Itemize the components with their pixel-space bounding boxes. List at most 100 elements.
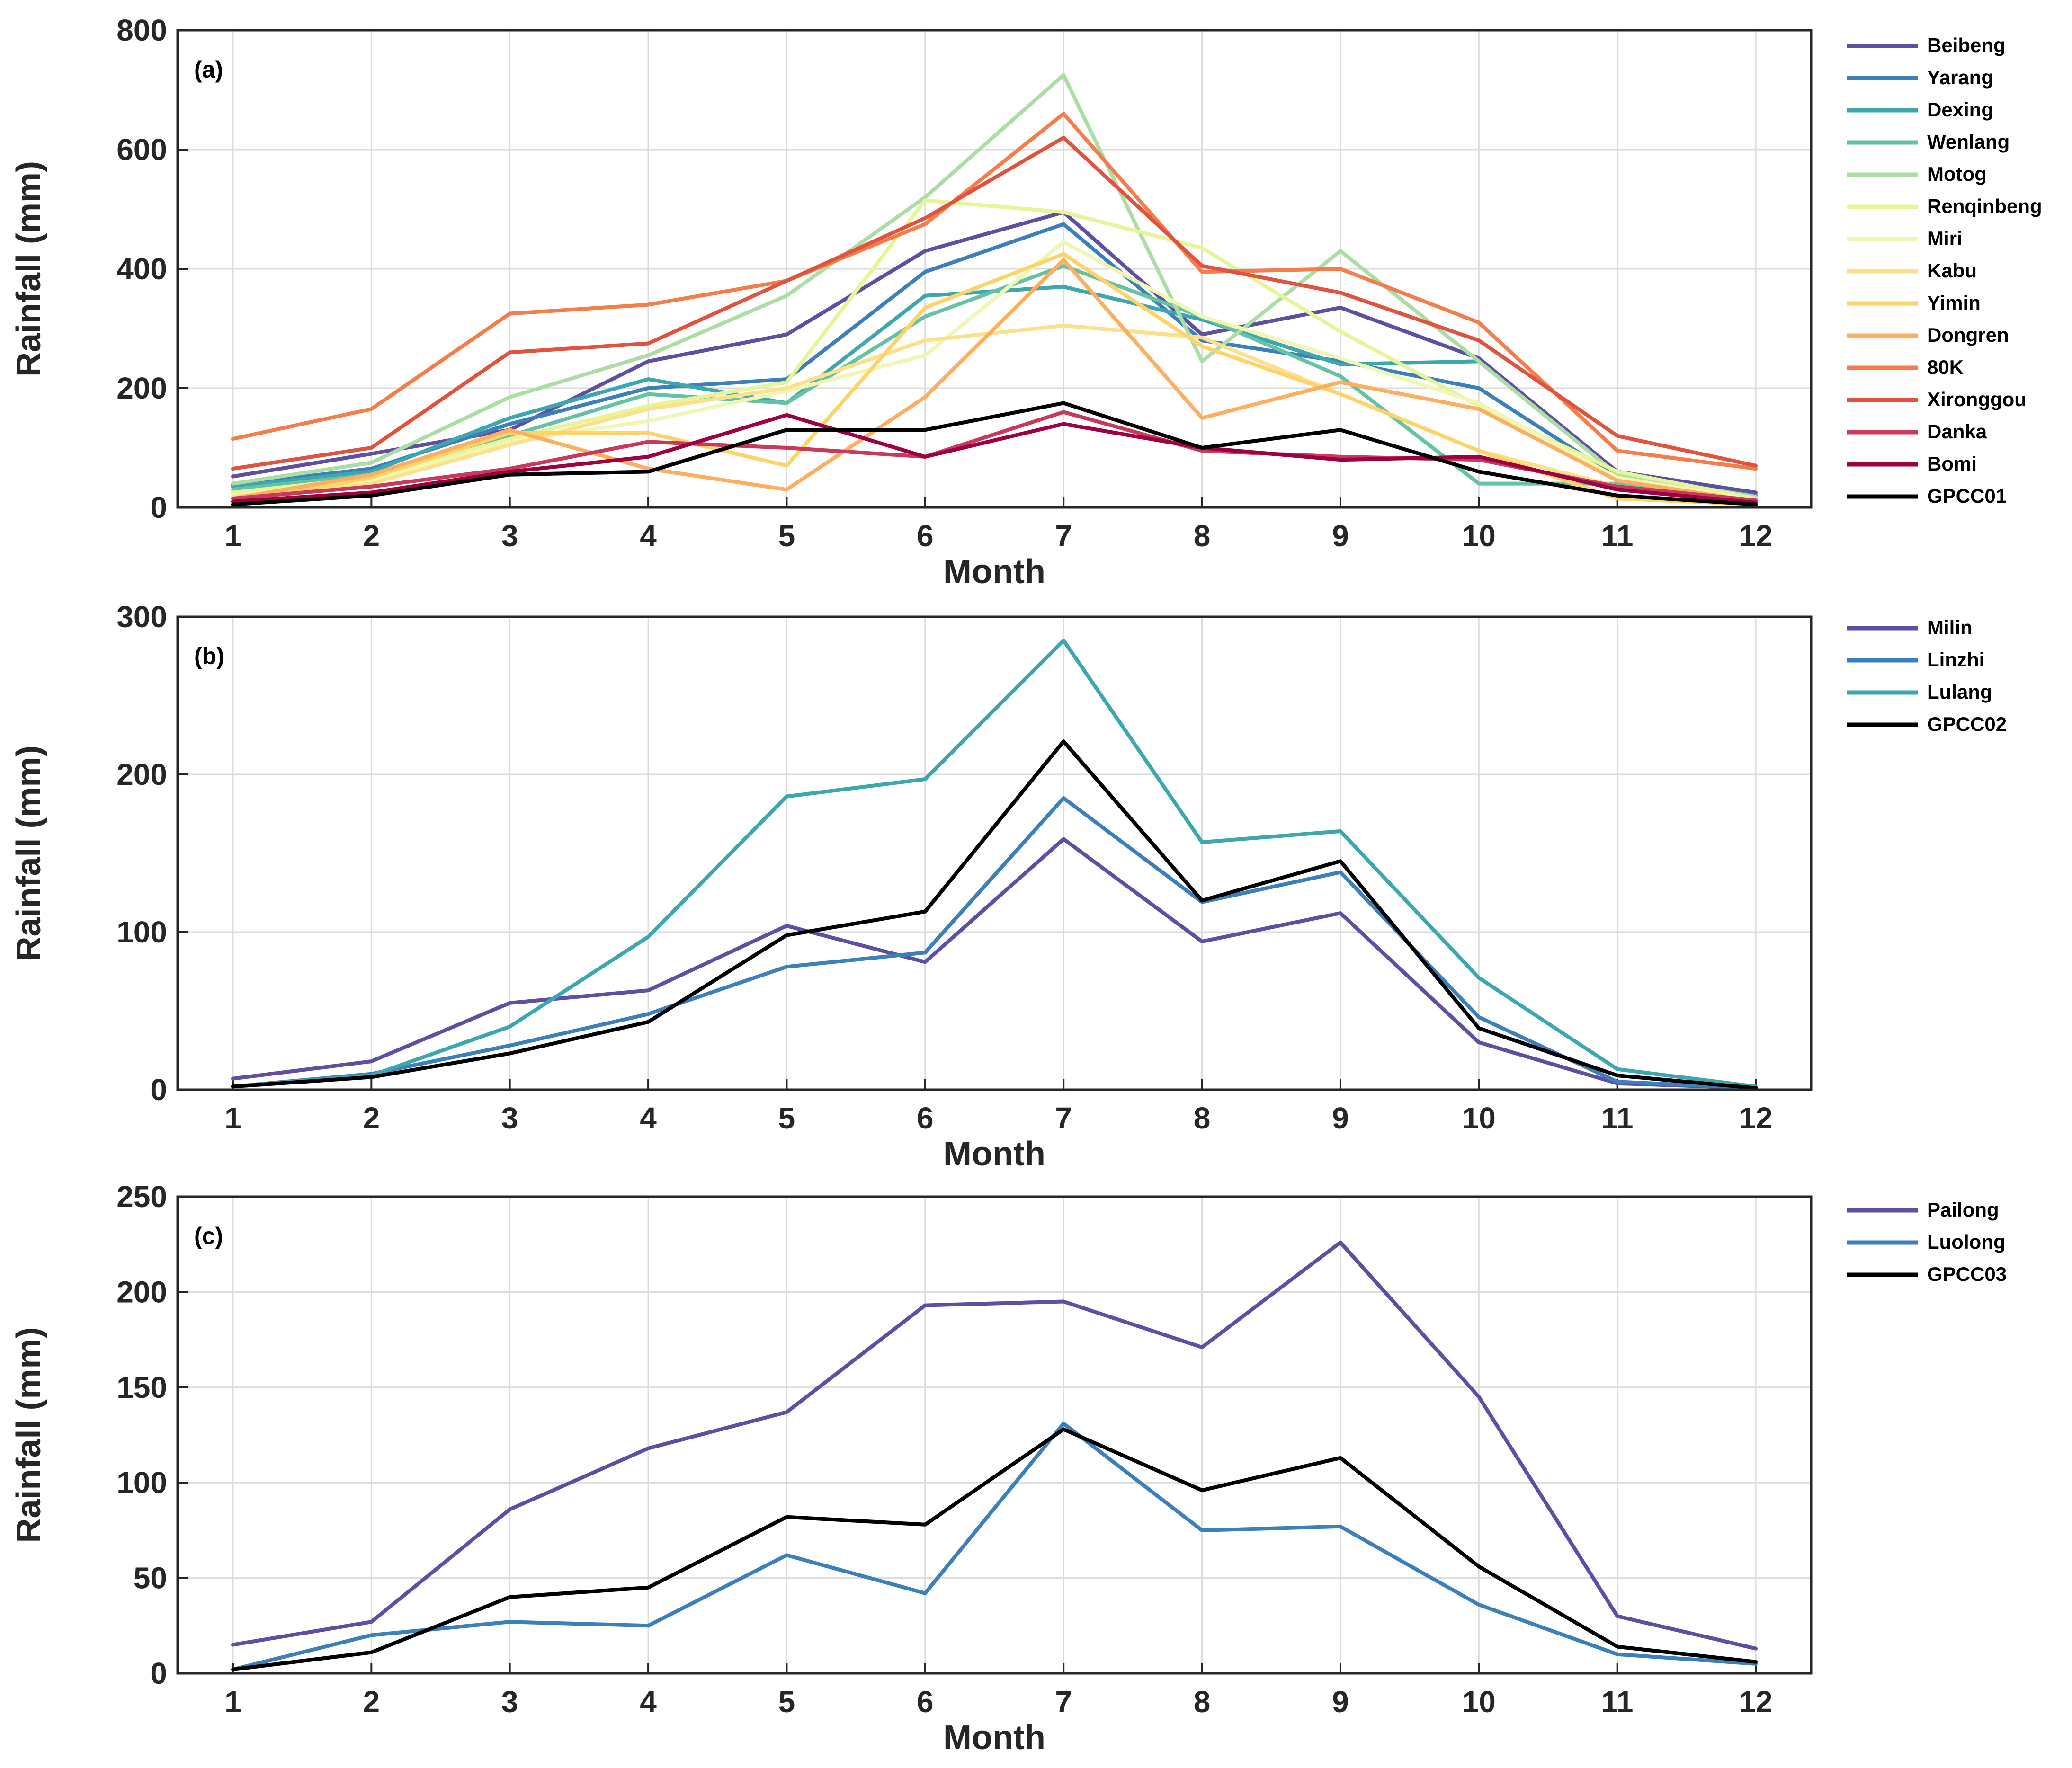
x-tick-label: 8	[1194, 519, 1211, 553]
x-axis-label: Month	[943, 553, 1045, 591]
x-tick-label: 6	[917, 519, 934, 553]
legend-label: GPCC01	[1927, 485, 2007, 507]
y-tick-label: 600	[116, 133, 167, 167]
legend-label: Pailong	[1927, 1199, 1999, 1221]
series-line-linzhi	[231, 796, 1758, 1090]
y-axis-label: Rainfall (mm)	[10, 161, 48, 377]
series-line-gpcc02	[231, 739, 1758, 1090]
y-axis-label: Rainfall (mm)	[10, 1327, 48, 1543]
series-line-lulang	[231, 639, 1758, 1089]
legend-label: Yimin	[1927, 292, 1981, 314]
legend-label: Miri	[1927, 227, 1963, 249]
series-line-milin	[231, 837, 1758, 1090]
x-tick-label: 8	[1194, 1101, 1211, 1135]
y-tick-label: 400	[116, 252, 167, 286]
series-line-xironggou	[231, 135, 1758, 471]
legend-label: GPCC03	[1927, 1263, 2007, 1285]
x-tick-label: 3	[501, 519, 518, 553]
x-tick-label: 4	[640, 1101, 657, 1135]
x-tick-label: 7	[1055, 519, 1072, 553]
series-line-dongren	[231, 258, 1758, 504]
x-tick-label: 7	[1055, 1101, 1072, 1135]
x-tick-label: 7	[1055, 1685, 1072, 1719]
legend-label: Kabu	[1927, 259, 1977, 282]
legend-label: Yarang	[1927, 66, 1993, 89]
chart-panel-2: 1 2 3 4 5 6 7 8 9 10 11 120100200300(b)MonthRainfal…	[10, 600, 2007, 1173]
legend-label: Wenlang	[1927, 131, 2009, 153]
chart-panel-1: 1 2 3 4 5 6 7 8 9 10 11 120200400600800(a)MonthRain…	[10, 13, 2042, 591]
series-line-80k	[231, 112, 1758, 471]
panel-label: (b)	[194, 643, 224, 669]
x-tick-label: 1	[224, 519, 241, 553]
panel-label: (a)	[194, 56, 223, 83]
legend-label: 80K	[1927, 356, 1964, 378]
chart-panel-3: 1 2 3 4 5 6 7 8 9 10 11 12050100150200250(c)MonthRa…	[10, 1180, 2007, 1757]
series-line-bomi	[231, 413, 1758, 505]
legend-label: Beibeng	[1927, 34, 2006, 56]
x-tick-label: 3	[501, 1101, 518, 1135]
y-tick-label: 50	[134, 1561, 167, 1595]
x-tick-label: 10	[1462, 1101, 1496, 1135]
x-tick-label: 2	[363, 519, 380, 553]
plot-area	[178, 1197, 1811, 1673]
y-tick-label: 100	[116, 915, 167, 949]
y-tick-label: 250	[116, 1180, 167, 1214]
legend: Beibeng Yarang Dexing Wenlang Motog Renqinben…	[1847, 34, 2042, 507]
series-line-danka	[231, 410, 1758, 502]
legend-label: Renqinbeng	[1927, 195, 2042, 217]
x-tick-label: 12	[1739, 1685, 1772, 1719]
x-tick-label: 12	[1739, 519, 1772, 553]
panel-label: (c)	[194, 1223, 223, 1249]
x-tick-label: 12	[1739, 1101, 1772, 1135]
series-line-miri	[231, 240, 1758, 502]
y-tick-label: 0	[150, 1656, 167, 1690]
x-tick-label: 6	[917, 1685, 934, 1719]
legend-label: Danka	[1927, 420, 1987, 443]
legend-label: Bomi	[1927, 453, 1977, 475]
series-line-yimin	[231, 252, 1758, 506]
x-tick-label: 5	[778, 1101, 795, 1135]
y-tick-label: 200	[116, 371, 167, 405]
x-tick-label: 1	[224, 1101, 241, 1135]
series-line-pailong	[231, 1240, 1758, 1651]
legend-label: Milin	[1927, 616, 1973, 639]
x-tick-label: 10	[1462, 1685, 1496, 1719]
y-tick-label: 0	[150, 1073, 167, 1107]
plot-area	[178, 617, 1811, 1090]
x-tick-label: 5	[778, 519, 795, 553]
x-tick-label: 6	[917, 1101, 934, 1135]
legend-label: Dongren	[1927, 324, 2009, 346]
x-axis-label: Month	[943, 1719, 1045, 1757]
legend: Pailong Luolong GPCC03	[1847, 1199, 2007, 1285]
y-tick-label: 200	[116, 757, 167, 791]
x-tick-label: 9	[1332, 1101, 1349, 1135]
x-tick-label: 4	[640, 1685, 657, 1719]
y-tick-label: 200	[116, 1275, 167, 1309]
x-axis-label: Month	[943, 1135, 1045, 1173]
series-line-beibeng	[231, 210, 1758, 495]
legend-label: Motog	[1927, 163, 1987, 185]
series-line-yarang	[231, 222, 1758, 498]
x-tick-label: 11	[1601, 1685, 1634, 1719]
y-tick-label: 300	[116, 600, 167, 634]
y-tick-label: 100	[116, 1466, 167, 1500]
x-tick-label: 2	[363, 1101, 380, 1135]
x-tick-label: 5	[778, 1685, 795, 1719]
legend-label: Xironggou	[1927, 388, 2027, 410]
x-tick-label: 1	[224, 1685, 241, 1719]
x-tick-label: 4	[640, 519, 657, 553]
x-tick-label: 10	[1462, 519, 1496, 553]
legend-label: GPCC02	[1927, 713, 2007, 735]
legend: Milin Linzhi Lulang GPCC02	[1847, 616, 2007, 735]
legend-label: Linzhi	[1927, 649, 1984, 671]
axes-frame	[176, 1195, 1813, 1675]
axes-frame	[176, 29, 1813, 509]
x-tick-label: 2	[363, 1685, 380, 1719]
y-axis-label: Rainfall (mm)	[10, 745, 48, 961]
legend-label: Luolong	[1927, 1231, 2006, 1253]
x-tick-label: 9	[1332, 519, 1349, 553]
y-tick-label: 800	[116, 13, 167, 47]
y-tick-label: 0	[150, 490, 167, 524]
x-tick-label: 11	[1601, 519, 1634, 553]
